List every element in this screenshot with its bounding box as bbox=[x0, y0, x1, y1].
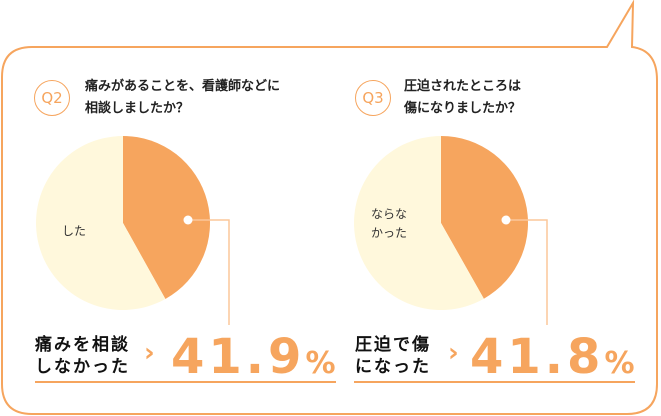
underline-q3 bbox=[354, 381, 635, 383]
slice-label-line: ならな bbox=[371, 207, 408, 221]
pie-slice bbox=[36, 136, 166, 310]
question-text-q3: 圧迫されたところは 傷になりましたか？ bbox=[404, 76, 521, 120]
leader-line bbox=[506, 219, 548, 325]
pie-slice bbox=[123, 136, 211, 299]
leader-dot bbox=[183, 215, 193, 225]
question-line: 傷になりましたか？ bbox=[404, 101, 522, 116]
percent-unit: % bbox=[305, 346, 336, 381]
result-value-q2: 41.9% bbox=[171, 332, 336, 389]
slice-label-line: かった bbox=[371, 226, 408, 240]
result-label-line: しなかった bbox=[35, 357, 130, 377]
leader-dot bbox=[501, 215, 511, 225]
question-badge-q2: Q2 bbox=[34, 80, 70, 116]
question-line: 痛みがあることを、看護師などに bbox=[85, 79, 281, 94]
chevron-right-icon: › bbox=[448, 338, 459, 368]
result-label-line: になった bbox=[355, 357, 431, 377]
result-label-q3: 圧迫で傷 になった bbox=[355, 334, 431, 378]
underline-q2 bbox=[35, 381, 336, 383]
question-text-q2: 痛みがあることを、看護師などに 相談しましたか？ bbox=[85, 76, 280, 120]
question-line: 相談しましたか？ bbox=[85, 101, 190, 116]
percent-unit: % bbox=[604, 346, 635, 381]
chevron-right-icon: › bbox=[144, 338, 155, 368]
result-number: 41.9 bbox=[171, 329, 306, 385]
question-line: 圧迫されたところは bbox=[404, 79, 522, 94]
result-number: 41.8 bbox=[470, 329, 605, 385]
pie-slice bbox=[441, 136, 528, 299]
question-badge-q3: Q3 bbox=[355, 80, 391, 116]
result-label-line: 痛みを相談 bbox=[35, 335, 130, 355]
slice-label-q3-other: ならな かった bbox=[371, 205, 407, 243]
slice-label-q2-other: した bbox=[62, 224, 87, 238]
result-value-q3: 41.8% bbox=[470, 332, 635, 389]
result-label-line: 圧迫で傷 bbox=[355, 335, 431, 355]
result-label-q2: 痛みを相談 しなかった bbox=[35, 334, 130, 378]
pie-slice bbox=[354, 136, 484, 310]
leader-line bbox=[188, 219, 230, 325]
